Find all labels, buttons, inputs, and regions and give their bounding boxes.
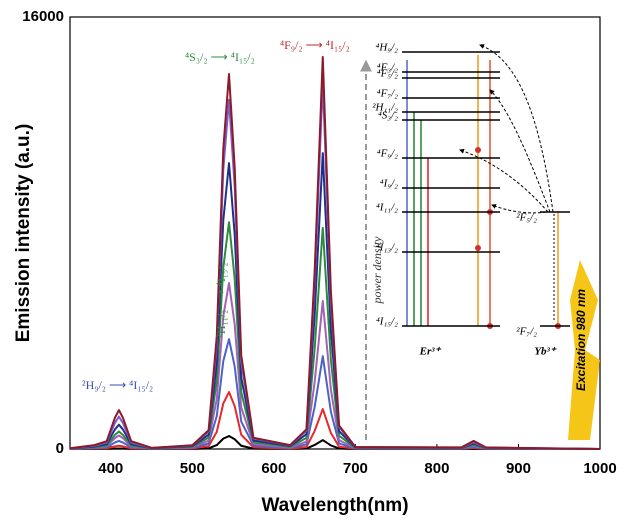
- annotation: ²H₉/₂ ⟶ ⁴I₁₅/₂: [82, 378, 153, 392]
- spectrum-line: [69, 281, 601, 450]
- x-axis-label: Wavelength(nm): [261, 495, 408, 516]
- level-label: ⁴H₉/₂: [376, 42, 399, 54]
- level-label: ⁴I₁₃/₂: [376, 242, 398, 254]
- spectrum-line: [69, 338, 601, 450]
- level-label: ⁴F₅/₂: [377, 68, 398, 80]
- level-label: ⁴I₁₁/₂: [376, 202, 398, 214]
- level-label: ²F₅/₂: [516, 212, 537, 224]
- x-tick-label: 500: [180, 460, 205, 477]
- level-label: ⁴F₇/₂: [377, 88, 398, 100]
- annotation: power density: [370, 236, 384, 305]
- annotation: ²H₁₁/₂ ⟶ ⁴I₁₅/₂: [214, 262, 228, 337]
- annotation: ⁴F₉/₂ ⟶ ⁴I₁₅/₂: [280, 38, 350, 52]
- x-tick-label: 400: [98, 460, 123, 477]
- excitation-label: Excitation 980 nm: [574, 289, 588, 391]
- annotation: ⁴S₃/₂ ⟶ ⁴I₁₅/₂: [185, 50, 255, 64]
- y-tick-label: 16000: [22, 8, 64, 25]
- y-axis-label: Emission intensity (a.u.): [13, 124, 34, 343]
- spectrum-line: [69, 152, 601, 450]
- inset-arrows: [360, 44, 600, 440]
- level-label: ⁴I₁₅/₂: [376, 316, 398, 328]
- level-label: ⁴F₃/₂: [377, 62, 398, 74]
- x-tick-label: 1000: [583, 460, 616, 477]
- level-label: ⁴S₃/₂: [378, 110, 398, 122]
- level-label: ⁴I₉/₂: [380, 178, 398, 190]
- x-tick-label: 700: [343, 460, 368, 477]
- spectrum-line: [69, 221, 601, 450]
- x-tick-label: 800: [424, 460, 449, 477]
- spectrum-line: [69, 55, 601, 450]
- y-tick-label: 0: [56, 440, 64, 457]
- level-label: ²F₇/₂: [516, 326, 537, 338]
- plot-frame: [69, 16, 601, 450]
- spectrum-line: [69, 391, 601, 450]
- level-label: ⁴F₉/₂: [377, 148, 398, 160]
- ion-label: Er³⁺: [419, 346, 442, 358]
- x-tick-label: 600: [261, 460, 286, 477]
- x-tick-label: 900: [506, 460, 531, 477]
- level-label: ²H₁₁/₂: [372, 102, 398, 114]
- ion-label: Yb³⁺: [534, 346, 557, 358]
